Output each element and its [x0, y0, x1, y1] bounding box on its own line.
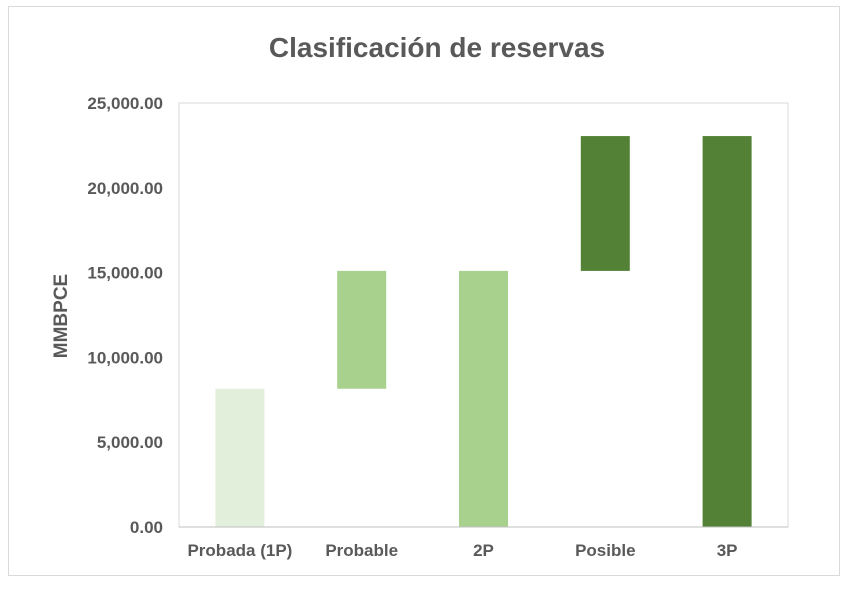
- bar: [580, 136, 630, 271]
- bars-group: [215, 136, 752, 527]
- y-tick-label: 25,000.00: [87, 94, 163, 113]
- y-tick-label: 10,000.00: [87, 348, 163, 367]
- chart-frame: Clasificación de reservas MMBPCE 0.00 5,0…: [8, 6, 840, 576]
- y-tick-label: 20,000.00: [87, 179, 163, 198]
- bar: [702, 136, 752, 527]
- x-tick-label: Probada (1P): [187, 541, 292, 560]
- x-tick-label: 2P: [473, 541, 494, 560]
- bar: [215, 388, 265, 527]
- x-axis-ticks: Probada (1P) Probable 2P Posible 3P: [187, 541, 737, 560]
- y-axis-ticks: 0.00 5,000.00 10,000.00 15,000.00 20,000.00 2…: [87, 94, 163, 537]
- waterfall-chart: Clasificación de reservas MMBPCE 0.00 5,0…: [51, 32, 789, 560]
- y-axis-label: MMBPCE: [51, 274, 72, 358]
- x-tick-label: Posible: [575, 541, 635, 560]
- y-tick-label: 15,000.00: [87, 264, 163, 283]
- bar: [459, 270, 508, 527]
- bar: [337, 270, 387, 389]
- x-tick-label: Probable: [325, 541, 398, 560]
- y-tick-label: 0.00: [130, 518, 163, 537]
- x-tick-label: 3P: [717, 541, 738, 560]
- chart-title: Clasificación de reservas: [269, 32, 605, 63]
- y-tick-label: 5,000.00: [97, 433, 163, 452]
